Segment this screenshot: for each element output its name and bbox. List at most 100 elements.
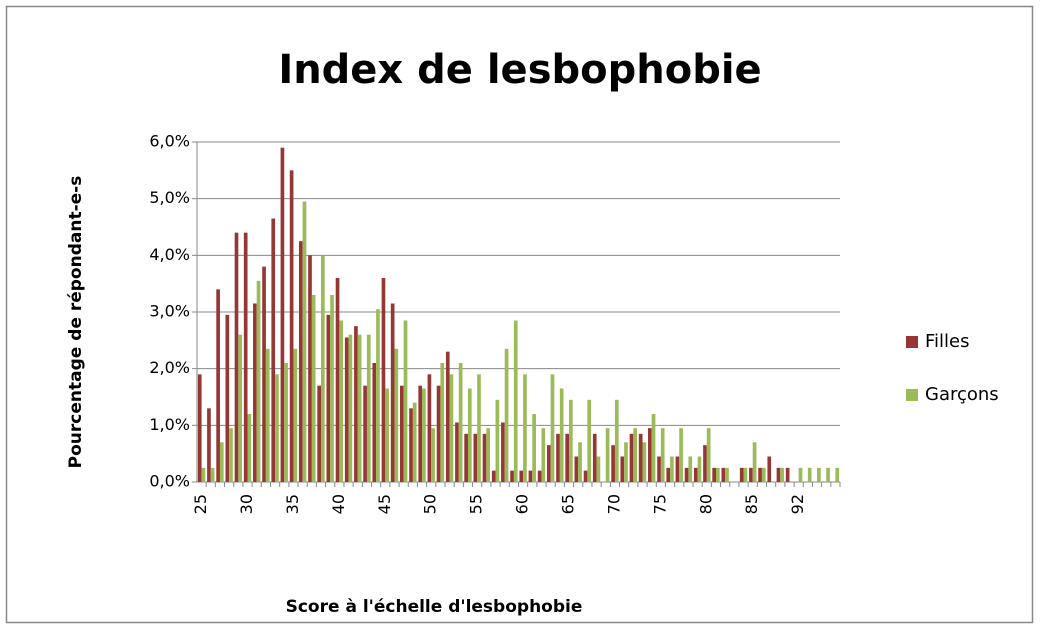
bar	[574, 456, 579, 482]
bar	[550, 374, 555, 482]
bar	[431, 428, 435, 482]
bar	[642, 442, 647, 482]
legend-label: Garçons	[925, 384, 999, 405]
bar	[445, 351, 450, 482]
bar	[715, 467, 720, 482]
bar	[559, 388, 564, 482]
bar	[422, 388, 426, 482]
bar	[758, 467, 762, 482]
bar	[501, 422, 505, 482]
bar	[330, 295, 334, 482]
bar	[835, 467, 840, 482]
bar	[620, 456, 625, 482]
bar	[743, 467, 748, 482]
bar	[284, 363, 288, 482]
bar	[298, 241, 303, 482]
bar	[712, 467, 716, 482]
x-tick-label: 85	[742, 494, 761, 514]
bar	[265, 348, 270, 482]
bar	[394, 348, 399, 482]
bar	[381, 278, 386, 482]
y-tick-label: 6,0%	[149, 132, 190, 151]
bar	[400, 385, 404, 482]
bar	[440, 363, 445, 482]
bar	[660, 428, 665, 482]
bar	[403, 320, 408, 482]
bar	[271, 218, 276, 482]
y-axis-title: Pourcentage de répondant-e-s	[66, 176, 86, 469]
x-tick-label: 30	[237, 494, 256, 514]
bar	[752, 442, 757, 482]
x-tick-label: 70	[604, 494, 623, 514]
bar	[583, 470, 588, 482]
bar	[372, 363, 377, 482]
y-tick-label: 4,0%	[149, 245, 190, 264]
bar	[234, 232, 239, 482]
bar	[537, 470, 542, 482]
bar	[449, 374, 454, 482]
bar	[684, 467, 689, 482]
bar	[348, 334, 353, 482]
bar	[207, 408, 211, 482]
x-tick-label: 75	[650, 494, 669, 514]
bar	[532, 414, 536, 482]
bar	[706, 428, 711, 482]
bar	[725, 467, 729, 482]
bar	[675, 456, 680, 482]
bar	[289, 170, 294, 483]
bar	[510, 470, 514, 482]
bar	[688, 456, 693, 482]
bar	[376, 309, 380, 482]
bar	[385, 388, 389, 482]
bar	[477, 374, 481, 482]
bar	[308, 255, 312, 482]
bar	[390, 303, 395, 482]
bar	[749, 467, 753, 482]
bar	[357, 334, 362, 482]
bar	[638, 433, 643, 482]
bar	[785, 467, 790, 482]
bar	[317, 385, 322, 482]
bar	[253, 303, 257, 482]
bar	[587, 399, 592, 482]
bar	[326, 314, 331, 482]
x-tick-label: 25	[191, 494, 210, 514]
bar	[767, 456, 772, 482]
bar	[780, 467, 784, 482]
x-tick-label: 45	[375, 494, 394, 514]
bar	[528, 470, 533, 482]
bar	[311, 295, 316, 482]
legend-swatch	[906, 336, 918, 348]
chart-frame	[5, 5, 1034, 624]
x-tick-label: 92	[788, 494, 807, 514]
bar	[519, 470, 524, 482]
x-axis-title: Score à l'échelle d'lesbophobie	[286, 597, 583, 617]
x-tick-label: 60	[513, 494, 532, 514]
bar	[344, 337, 349, 482]
bar	[280, 147, 285, 482]
bar	[565, 433, 570, 482]
bar	[427, 374, 432, 482]
bar	[409, 408, 413, 482]
bar	[776, 467, 781, 482]
bar	[491, 470, 496, 482]
bar	[651, 414, 656, 482]
bar	[473, 433, 478, 482]
bar	[629, 433, 634, 482]
bar	[366, 334, 371, 482]
bar	[670, 456, 674, 482]
bar	[807, 467, 812, 482]
bar	[556, 433, 560, 482]
bar	[293, 348, 298, 482]
bar	[321, 255, 325, 482]
bar	[210, 467, 215, 482]
bar	[817, 467, 821, 482]
bar	[541, 428, 546, 482]
bar	[354, 326, 358, 482]
bar	[504, 348, 509, 482]
bar	[679, 428, 683, 482]
bar	[693, 467, 698, 482]
bar	[225, 314, 230, 482]
y-tick-label: 2,0%	[149, 358, 190, 377]
bar	[703, 445, 707, 482]
